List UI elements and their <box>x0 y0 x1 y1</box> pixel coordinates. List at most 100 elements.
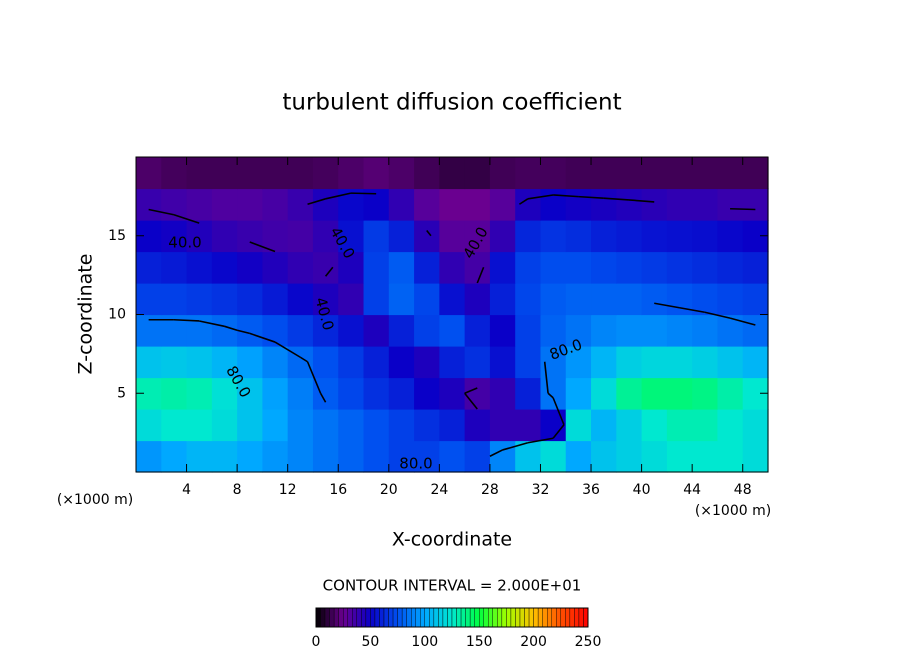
field-cell <box>489 188 516 221</box>
field-cell <box>262 377 289 410</box>
colorbar-swatch <box>438 607 444 628</box>
contour-line <box>527 437 554 444</box>
field-cell <box>464 314 491 347</box>
colorbar-swatch <box>333 607 339 628</box>
field-cell <box>211 157 238 190</box>
field-cell <box>692 157 719 190</box>
colorbar-swatch <box>569 607 575 628</box>
field-cell <box>666 220 693 253</box>
colorbar-swatch <box>365 607 371 628</box>
field-cell <box>312 283 339 316</box>
colorbar-swatch <box>547 607 552 628</box>
colorbar-swatch <box>388 607 394 628</box>
y-tick-label: 15 <box>108 228 126 244</box>
field-cell <box>692 283 719 316</box>
field-cell <box>363 440 390 473</box>
contour-line <box>236 329 250 335</box>
field-cell <box>262 314 289 347</box>
colorbar-swatch <box>411 607 416 628</box>
field-cell <box>363 251 390 284</box>
contour-line <box>476 266 485 284</box>
field-cell <box>312 220 339 253</box>
colorbar-swatch <box>551 607 557 628</box>
field-cell <box>692 409 719 442</box>
field-cell <box>287 188 314 221</box>
field-cell <box>591 251 617 284</box>
field-cell <box>565 314 592 347</box>
field-cell <box>515 157 542 190</box>
field-cell <box>287 251 314 284</box>
contour-line <box>306 361 322 394</box>
field-cell <box>388 346 415 379</box>
field-cell <box>211 440 238 473</box>
field-cell <box>464 409 491 442</box>
field-cell <box>186 314 213 347</box>
field-cell <box>439 283 466 316</box>
field-cell <box>136 188 162 221</box>
colorbar-tick-label: 50 <box>361 634 379 650</box>
field-cell <box>692 346 719 379</box>
field-cell <box>186 377 213 410</box>
colorbar-swatch <box>492 607 498 628</box>
field-cell <box>237 346 263 379</box>
field-cell <box>237 251 263 284</box>
field-cell <box>540 188 567 221</box>
colorbar-swatch <box>401 607 407 628</box>
field-cell <box>312 440 339 473</box>
field-cell <box>338 440 365 473</box>
field-cell <box>363 346 390 379</box>
x-axis-label: X-coordinate <box>392 529 512 551</box>
colorbar-swatch <box>406 607 412 628</box>
field-cell <box>540 283 567 316</box>
field-cell <box>439 251 466 284</box>
field-cell <box>262 346 289 379</box>
chart-title: turbulent diffusion coefficient <box>282 90 621 116</box>
x-tick-label: 4 <box>182 482 191 498</box>
field-cell <box>591 283 617 316</box>
field-cell <box>136 346 162 379</box>
field-cell <box>237 409 263 442</box>
contour-line <box>325 192 352 200</box>
colorbar-swatch <box>356 607 362 628</box>
colorbar-tick-label: 150 <box>466 634 493 650</box>
field-cell <box>237 440 263 473</box>
x-tick-label: 36 <box>582 482 600 498</box>
field-cell <box>186 157 213 190</box>
contour-line <box>489 449 503 457</box>
field-cell <box>363 377 390 410</box>
colorbar-swatch <box>488 607 493 628</box>
field-cell <box>338 220 365 253</box>
colorbar-swatch <box>420 607 425 628</box>
colorbar-swatch <box>560 607 566 628</box>
field-cell <box>742 346 769 379</box>
field-cell <box>616 157 643 190</box>
contour-line <box>578 195 604 199</box>
field-cell <box>540 157 567 190</box>
field-cell <box>186 283 213 316</box>
field-cell <box>717 409 744 442</box>
field-cell <box>312 314 339 347</box>
field-cell <box>312 188 339 221</box>
field-cell <box>565 188 592 221</box>
field-cell <box>186 409 213 442</box>
field-cell <box>515 377 542 410</box>
field-cell <box>262 188 289 221</box>
field-cell <box>262 440 289 473</box>
contour-line <box>547 392 554 399</box>
field-cell <box>161 251 188 284</box>
field-cell <box>388 157 415 190</box>
colorbar-swatch <box>506 607 512 628</box>
colorbar-swatch <box>474 607 480 628</box>
field-cell <box>439 157 466 190</box>
x-tick-label: 28 <box>481 482 499 498</box>
field-cell <box>211 220 238 253</box>
x-tick-label: 12 <box>279 482 297 498</box>
field-cell <box>237 283 263 316</box>
field-cell <box>515 220 542 253</box>
x-tick-label: 8 <box>233 482 242 498</box>
x-tick-label: 44 <box>683 482 701 498</box>
field-cell <box>211 188 238 221</box>
field-cell <box>287 157 314 190</box>
field-cell <box>312 157 339 190</box>
